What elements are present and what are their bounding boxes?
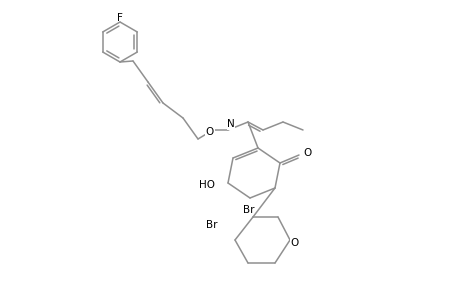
Text: O: O [302, 148, 310, 158]
Text: O: O [206, 127, 213, 137]
Text: Br: Br [242, 205, 254, 215]
Text: F: F [117, 13, 123, 23]
Text: N: N [227, 119, 235, 129]
Text: HO: HO [199, 180, 214, 190]
Text: O: O [290, 238, 298, 248]
Text: Br: Br [206, 220, 218, 230]
